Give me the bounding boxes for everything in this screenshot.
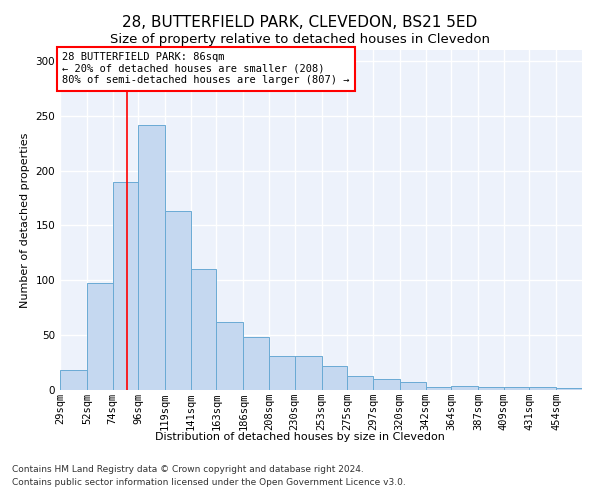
Text: Size of property relative to detached houses in Clevedon: Size of property relative to detached ho… [110, 32, 490, 46]
Bar [478, 386, 504, 390]
Bar [373, 379, 400, 390]
Bar [165, 211, 191, 390]
Bar [191, 270, 217, 390]
Bar [322, 366, 347, 390]
Bar [425, 386, 451, 390]
Text: 28, BUTTERFIELD PARK, CLEVEDON, BS21 5ED: 28, BUTTERFIELD PARK, CLEVEDON, BS21 5ED [122, 15, 478, 30]
Bar [295, 356, 322, 390]
Text: Distribution of detached houses by size in Clevedon: Distribution of detached houses by size … [155, 432, 445, 442]
Bar [217, 322, 244, 390]
Bar [113, 182, 138, 390]
Y-axis label: Number of detached properties: Number of detached properties [20, 132, 30, 308]
Bar [529, 386, 556, 390]
Bar [138, 124, 165, 390]
Bar [347, 376, 373, 390]
Bar [87, 282, 113, 390]
Bar [556, 388, 582, 390]
Bar [400, 382, 425, 390]
Bar [244, 338, 269, 390]
Text: 28 BUTTERFIELD PARK: 86sqm
← 20% of detached houses are smaller (208)
80% of sem: 28 BUTTERFIELD PARK: 86sqm ← 20% of deta… [62, 52, 350, 86]
Text: Contains public sector information licensed under the Open Government Licence v3: Contains public sector information licen… [12, 478, 406, 487]
Bar [60, 370, 87, 390]
Text: Contains HM Land Registry data © Crown copyright and database right 2024.: Contains HM Land Registry data © Crown c… [12, 466, 364, 474]
Bar [269, 356, 295, 390]
Bar [451, 386, 478, 390]
Bar [504, 386, 529, 390]
